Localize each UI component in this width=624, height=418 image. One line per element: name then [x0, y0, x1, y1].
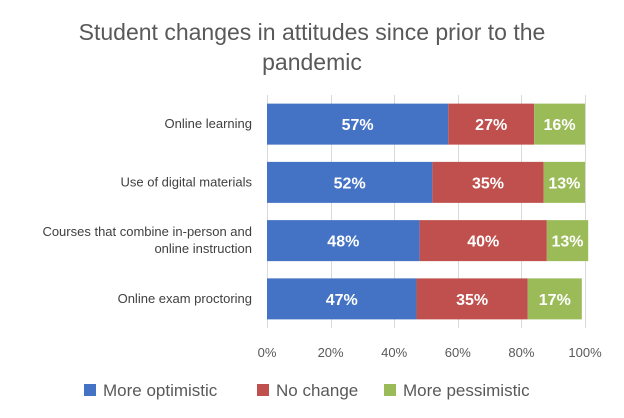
- bar-segment: [534, 103, 585, 145]
- data-label: 35%: [456, 292, 488, 309]
- data-label: 40%: [467, 234, 499, 251]
- category-label: Online exam proctoring: [118, 291, 252, 306]
- data-label: 47%: [326, 292, 358, 309]
- bar-segment: [448, 103, 535, 145]
- category-label: online instruction: [154, 241, 252, 256]
- x-tick-label: 0%: [258, 345, 277, 360]
- data-label: 57%: [342, 117, 374, 134]
- bar-segment: [416, 278, 528, 320]
- bar-segment: [419, 220, 547, 262]
- bar-segment: [267, 161, 433, 203]
- category-labels: Online learning Use of digital materials C…: [42, 116, 252, 306]
- data-label: 48%: [327, 234, 359, 251]
- chart-title-line: Student changes in attitudes since prior…: [79, 19, 546, 45]
- x-tick-label: 100%: [568, 345, 602, 360]
- bar-segment: [543, 161, 585, 203]
- legend-label: More pessimistic: [403, 381, 530, 400]
- legend-label: More optimistic: [103, 381, 218, 400]
- legend-swatch: [84, 384, 96, 396]
- data-label: 16%: [544, 117, 576, 134]
- bars: 57% 27% 16% 52% 35% 13% 48% 40% 13% 47% 35% 17%: [267, 103, 589, 320]
- chart-title: Student changes in attitudes since prior…: [79, 19, 546, 75]
- data-label: 52%: [334, 175, 366, 192]
- data-label: 27%: [475, 117, 507, 134]
- bar-segment: [527, 278, 582, 320]
- x-tick-label: 40%: [381, 345, 407, 360]
- category-label: Online learning: [165, 116, 252, 131]
- bar-segment: [546, 220, 589, 262]
- data-label: 13%: [548, 175, 580, 192]
- data-label: 35%: [472, 175, 504, 192]
- legend: More optimistic No change More pessimistic: [84, 381, 530, 400]
- bar-segment: [267, 278, 417, 320]
- bar-segment: [267, 220, 420, 262]
- x-tick-label: 60%: [445, 345, 471, 360]
- x-tick-label: 80%: [508, 345, 534, 360]
- data-label: 13%: [551, 234, 583, 251]
- category-label: Use of digital materials: [121, 174, 253, 189]
- bar-segment: [432, 161, 544, 203]
- data-label: 17%: [539, 292, 571, 309]
- chart-title-line: pandemic: [262, 49, 362, 75]
- legend-swatch: [384, 384, 396, 396]
- legend-swatch: [257, 384, 269, 396]
- x-tick-label: 20%: [318, 345, 344, 360]
- bar-segment: [267, 103, 449, 145]
- x-axis-ticks: 0% 20% 40% 60% 80% 100%: [258, 345, 602, 360]
- legend-label: No change: [276, 381, 358, 400]
- category-label: Courses that combine in-person and: [42, 224, 252, 239]
